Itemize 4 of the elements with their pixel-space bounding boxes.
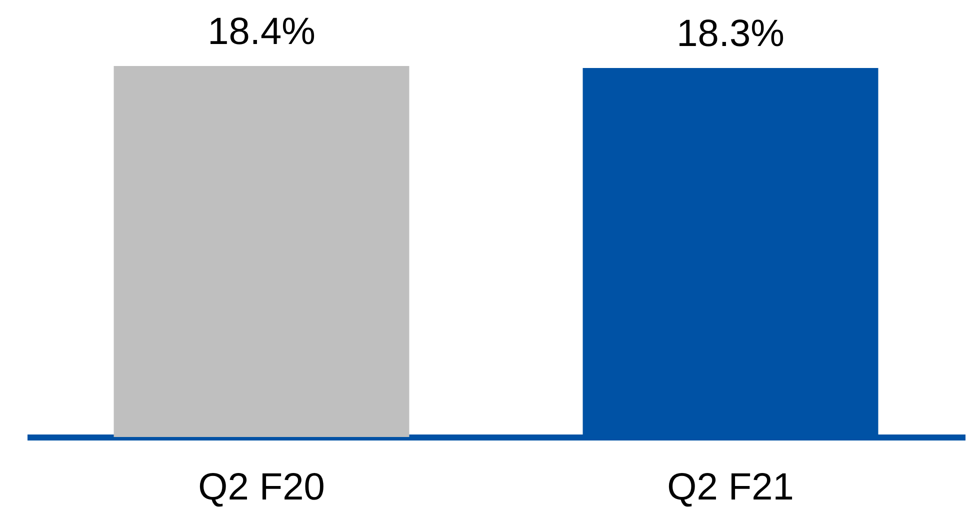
x-tick-label: Q2 F21 bbox=[667, 466, 794, 508]
x-tick-label: Q2 F20 bbox=[198, 466, 325, 508]
data-label: 18.4% bbox=[208, 11, 316, 53]
data-label: 18.3% bbox=[676, 13, 784, 56]
